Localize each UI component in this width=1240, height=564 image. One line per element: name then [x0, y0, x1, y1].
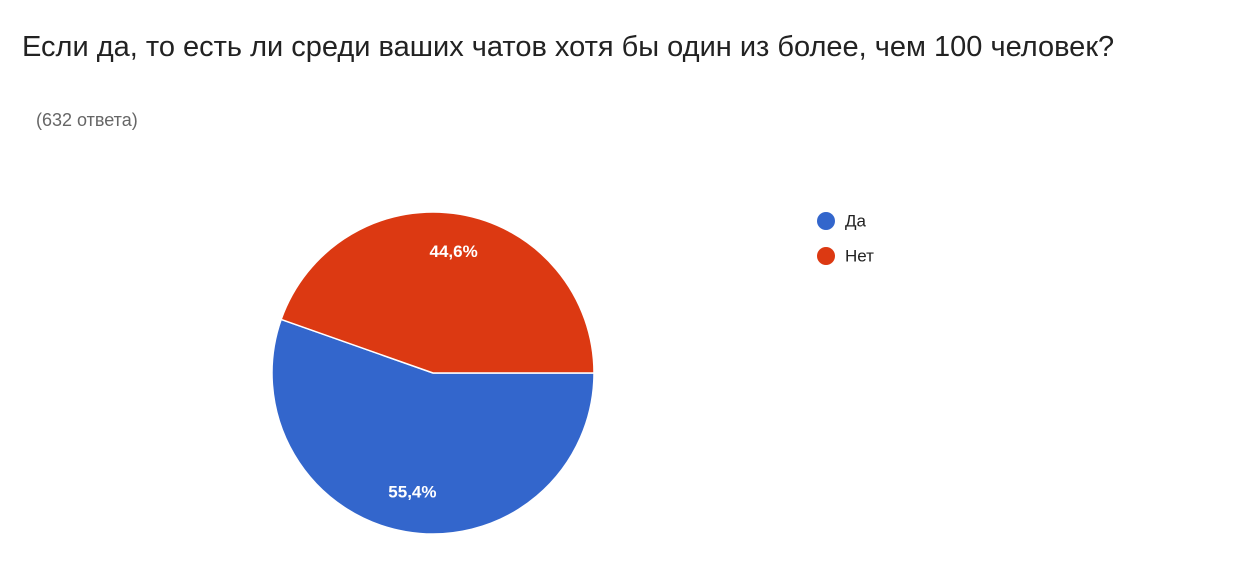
legend-marker: [817, 247, 835, 265]
legend-label: Нет: [845, 246, 874, 265]
pie-slice: [280, 211, 595, 374]
data-label: 55,4%: [388, 483, 436, 502]
chart-subtitle: (632 ответа): [36, 110, 138, 130]
data-label: 44,6%: [429, 242, 477, 261]
legend-marker: [817, 212, 835, 230]
chart-title: Если да, то есть ли среди ваших чатов хо…: [22, 31, 1115, 63]
legend-label: Да: [845, 211, 867, 230]
